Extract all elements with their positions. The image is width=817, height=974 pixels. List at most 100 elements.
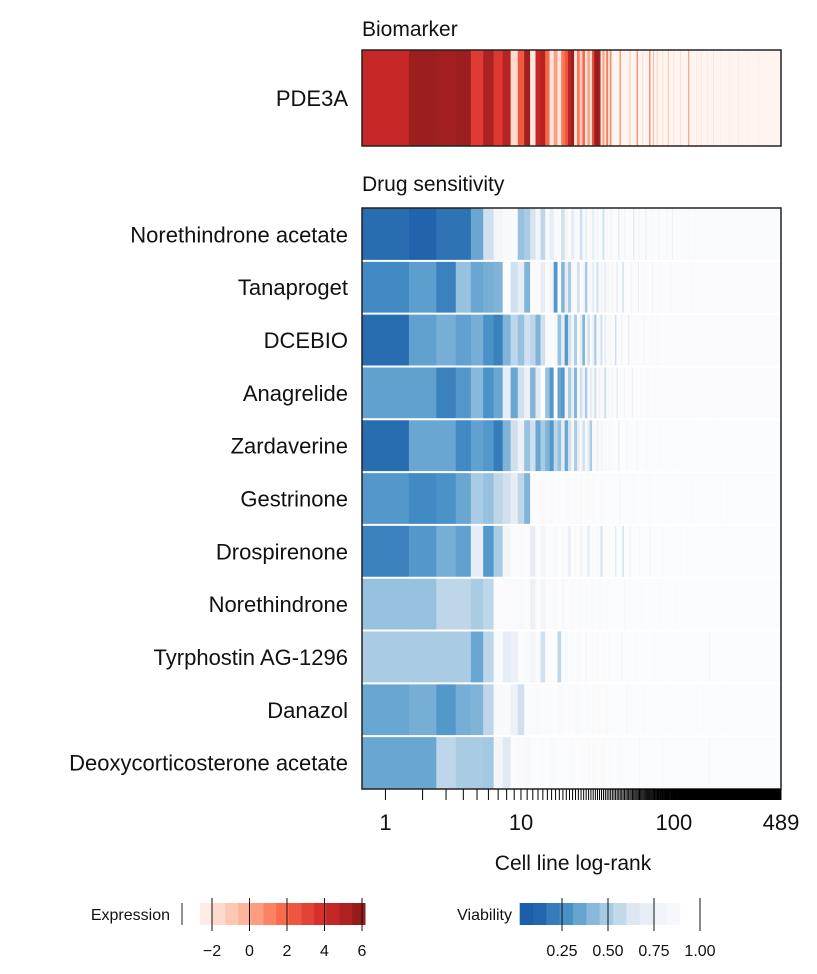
drug-cell <box>704 419 706 473</box>
drug-cell <box>584 208 588 261</box>
drug-cell <box>600 577 603 631</box>
drug-cell <box>667 472 669 525</box>
drug-cell <box>649 524 651 578</box>
drug-cell <box>698 472 700 525</box>
drug-cell <box>622 683 625 737</box>
drug-cell <box>703 366 705 420</box>
drug-cell <box>362 577 410 631</box>
drug-cell <box>682 366 684 420</box>
drug-cell <box>684 313 686 367</box>
drug-cell <box>706 577 707 631</box>
drug-cell <box>470 208 484 261</box>
drug-cell <box>693 208 695 261</box>
drug-cell <box>689 366 691 420</box>
drug-cell <box>620 683 623 737</box>
drug-cell <box>674 419 676 473</box>
drug-cell <box>692 630 694 684</box>
drug-cell <box>703 524 705 578</box>
drug-cell <box>699 524 701 578</box>
drug-cell <box>695 630 697 684</box>
biomarker-cell <box>681 50 683 146</box>
biomarker-cell <box>686 50 688 146</box>
drug-cell <box>708 630 710 684</box>
drug-cell <box>702 208 704 261</box>
drug-cell <box>616 524 619 578</box>
drug-cell <box>633 260 635 314</box>
drug-cell <box>682 313 684 367</box>
drug-cell <box>493 683 504 737</box>
drug-cell <box>681 524 683 578</box>
drug-cell <box>702 630 704 684</box>
drug-cell <box>470 472 484 525</box>
drug-cell <box>654 313 657 367</box>
drug-cell <box>692 472 694 525</box>
drug-cell <box>705 419 707 473</box>
drug-cell <box>688 313 690 367</box>
drug-cell <box>692 419 694 473</box>
drug-cell <box>584 419 588 473</box>
drug-cell <box>620 208 623 261</box>
drug-cell <box>648 630 650 684</box>
drug-cell <box>670 208 672 261</box>
drug-cell <box>638 419 641 473</box>
biomarker-cell <box>706 50 708 146</box>
drug-cell <box>567 683 572 737</box>
drug-cell <box>691 366 693 420</box>
drug-cell <box>668 524 670 578</box>
drug-cell <box>594 419 597 473</box>
drug-cell <box>708 472 710 525</box>
drug-cell <box>669 260 671 314</box>
biomarker-cell <box>651 50 653 146</box>
drug-cell <box>540 366 546 420</box>
drug-cell <box>670 260 672 314</box>
drug-cell <box>629 683 631 737</box>
biomarker-cell <box>696 50 698 146</box>
drug-cell <box>708 260 710 314</box>
drug-cell <box>625 630 628 684</box>
drug-cell <box>700 313 702 367</box>
drug-cell <box>672 630 674 684</box>
drug-cell <box>689 577 691 631</box>
drug-cell <box>654 208 657 261</box>
drug-cell <box>708 419 710 473</box>
drug-cell <box>691 313 693 367</box>
drug-cell <box>708 208 710 261</box>
drug-cell <box>687 419 689 473</box>
drug-cell <box>673 260 675 314</box>
drug-cell <box>686 577 688 631</box>
drug-cell <box>699 472 700 525</box>
drug-cell <box>706 313 708 367</box>
drug-cell <box>670 524 672 578</box>
biomarker-cell <box>587 50 591 146</box>
drug-cell <box>630 683 633 737</box>
drug-cell <box>655 260 658 314</box>
drug-cell <box>629 208 631 261</box>
drug-cell <box>688 366 689 420</box>
drug-cell <box>692 260 694 314</box>
drug-cell <box>703 472 704 525</box>
drug-cell <box>678 313 680 367</box>
drug-cell <box>661 472 663 525</box>
drug-cell <box>685 419 687 473</box>
drug-cell <box>557 419 562 473</box>
drug-cell <box>694 524 696 578</box>
drug-cell <box>693 419 695 473</box>
drug-cell <box>579 419 583 473</box>
biomarker-cell <box>660 50 662 146</box>
drug-cell <box>606 630 609 684</box>
drug-cell <box>627 313 630 367</box>
drug-cell <box>676 419 678 473</box>
drug-cell <box>699 577 701 631</box>
drug-cell <box>693 472 695 525</box>
drug-cell <box>684 419 686 473</box>
drug-cell <box>630 472 633 525</box>
drug-cell <box>707 472 709 525</box>
drug-cell <box>677 260 679 314</box>
drug-cell <box>638 208 641 261</box>
drug-cell <box>672 260 674 314</box>
drug-cell <box>663 630 665 684</box>
drug-cell <box>646 683 648 737</box>
drug-cell <box>540 524 546 578</box>
biomarker-cell <box>664 50 666 146</box>
biomarker-cell <box>540 50 546 146</box>
